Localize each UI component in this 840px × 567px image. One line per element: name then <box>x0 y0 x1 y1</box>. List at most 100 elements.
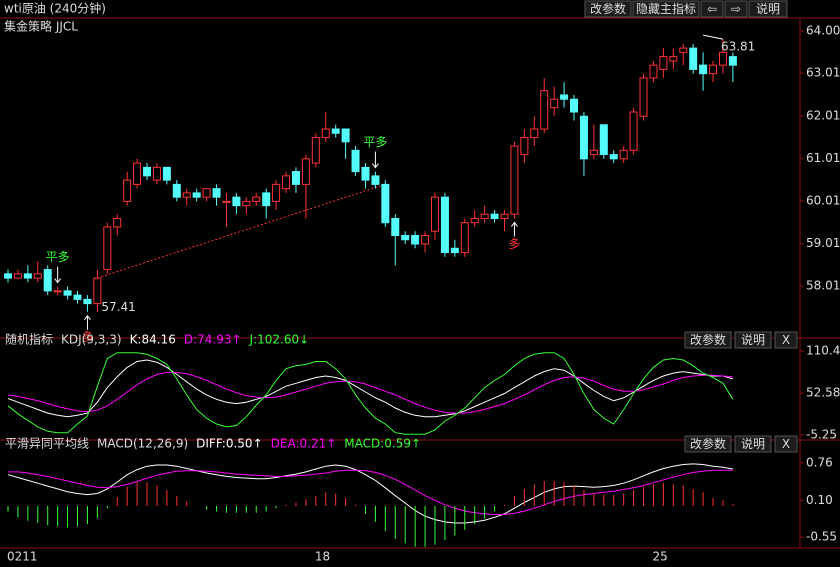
arrow-head <box>372 163 379 169</box>
candle-body <box>421 234 430 245</box>
legend-entry: MACD:0.59↑ <box>344 437 421 451</box>
low-label: 57.41 <box>101 300 135 314</box>
candle-body <box>570 98 579 113</box>
candle-body <box>490 213 499 219</box>
candle-body <box>53 290 62 293</box>
candle-body <box>63 290 72 296</box>
candle-body <box>222 200 231 203</box>
y-tick-label: -5.25 <box>806 428 837 442</box>
candle-body <box>709 64 718 75</box>
candle-body <box>480 213 489 219</box>
button[interactable]: X <box>774 331 798 349</box>
button[interactable]: 说明 <box>748 0 788 18</box>
button-frame[interactable] <box>774 435 798 453</box>
high-label: 63.81 <box>721 40 755 54</box>
candle-body <box>93 277 102 305</box>
legend-entry: DEA:0.21↑ <box>271 437 337 451</box>
panel-subtitle: MACD(12,26,9) <box>97 437 188 451</box>
button-frame[interactable] <box>734 331 772 349</box>
candle-body <box>202 188 211 198</box>
candle-body <box>301 158 310 185</box>
button-frame[interactable] <box>700 0 724 18</box>
candle-body <box>83 298 92 305</box>
candle-body <box>470 217 479 224</box>
y-tick-label: -0.55 <box>806 530 837 544</box>
button[interactable]: 隐藏主指标 <box>632 0 700 18</box>
button-label[interactable]: ⇦ <box>707 2 717 16</box>
candle-body <box>560 94 569 100</box>
button[interactable]: ⇦ <box>700 0 724 18</box>
candle-body <box>629 111 638 151</box>
button-label[interactable]: 说明 <box>741 436 765 451</box>
button-frame[interactable] <box>684 331 732 349</box>
y-tick-label: 0.10 <box>806 493 833 507</box>
button[interactable]: 说明 <box>734 435 772 453</box>
button-label[interactable]: X <box>782 333 790 347</box>
arrow-head <box>84 314 91 321</box>
button-label[interactable]: 改参数 <box>590 1 626 16</box>
button-label[interactable]: 隐藏主指标 <box>636 1 696 16</box>
arrow-head <box>511 221 518 227</box>
button[interactable]: 改参数 <box>584 0 632 18</box>
candle-body <box>123 179 132 202</box>
candle-body <box>589 149 598 156</box>
candle-body <box>73 294 82 300</box>
y-tick-label: 0.76 <box>806 455 833 469</box>
candle-body <box>133 162 142 185</box>
candle-body <box>411 234 420 245</box>
indicator-line <box>7 352 734 435</box>
legend-entry: K:84.16 <box>130 333 176 347</box>
indicator-line <box>7 463 733 524</box>
annotation: 多 <box>81 330 93 344</box>
arrow-head <box>54 278 62 284</box>
annotation: 平多 <box>46 250 70 264</box>
candle-body <box>669 56 678 62</box>
signal-line <box>97 183 386 279</box>
button-frame[interactable] <box>734 435 772 453</box>
annotation: 平多 <box>363 135 387 149</box>
x-tick-label: 25 <box>652 550 667 564</box>
candle-body <box>13 273 22 279</box>
candle-body <box>371 175 380 185</box>
y-tick-label: 60.01 <box>806 193 840 207</box>
button-label[interactable]: X <box>782 437 790 451</box>
button[interactable]: 说明 <box>734 331 772 349</box>
candle-body <box>530 128 539 139</box>
button-label[interactable]: 说明 <box>741 332 765 347</box>
x-tick-label: 18 <box>315 550 330 564</box>
candle-body <box>718 51 727 66</box>
button-frame[interactable] <box>724 0 748 18</box>
button-label[interactable]: 说明 <box>756 1 780 16</box>
strategy-label: 集金策略 JJCL <box>4 19 78 34</box>
button-frame[interactable] <box>684 435 732 453</box>
button-frame[interactable] <box>584 0 632 18</box>
button[interactable]: X <box>774 435 798 453</box>
candle-body <box>192 192 201 198</box>
high-pointer <box>703 34 724 40</box>
button-frame[interactable] <box>774 331 798 349</box>
y-tick-label: 58.01 <box>806 279 840 293</box>
candle-body <box>23 273 32 279</box>
button-frame[interactable] <box>748 0 788 18</box>
candle-body <box>699 64 708 75</box>
candle-body <box>728 56 737 66</box>
indicator-line <box>8 469 733 515</box>
candle-body <box>291 171 300 185</box>
panel-title: 平滑异同平均线 <box>5 437 89 451</box>
button-label[interactable]: ⇨ <box>731 2 741 16</box>
button[interactable]: 改参数 <box>684 435 732 453</box>
button-label[interactable]: 改参数 <box>690 436 726 451</box>
button-frame[interactable] <box>632 0 700 18</box>
annotation: 多 <box>508 237 520 251</box>
button-label[interactable]: 改参数 <box>690 332 726 347</box>
x-tick-label: 0211 <box>7 550 38 564</box>
candle-body <box>440 196 449 254</box>
candle-body <box>103 226 112 271</box>
candle-body <box>391 217 400 236</box>
button[interactable]: 改参数 <box>684 331 732 349</box>
button[interactable]: ⇨ <box>724 0 748 18</box>
candle-body <box>212 188 221 198</box>
indicator-line <box>7 359 734 418</box>
chart-title: wti原油 (240分钟) <box>4 1 106 16</box>
